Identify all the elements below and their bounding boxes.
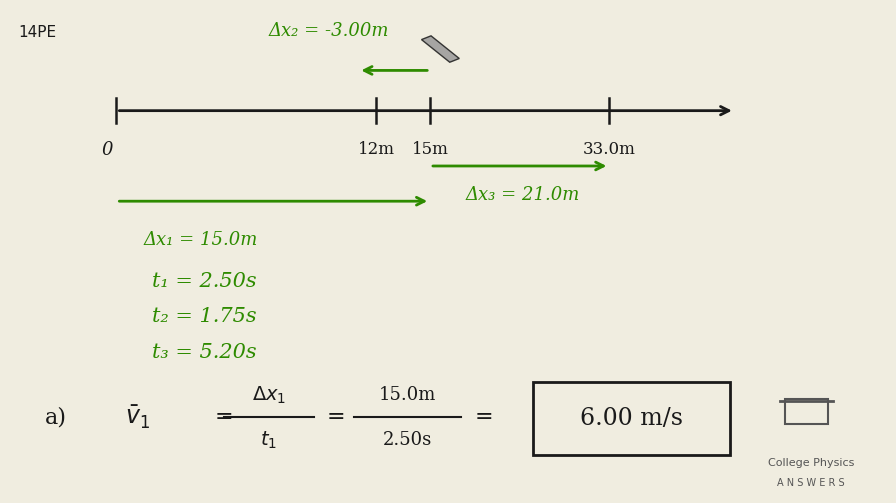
Text: t₃ = 5.20s: t₃ = 5.20s xyxy=(152,343,257,362)
Text: 15.0m: 15.0m xyxy=(379,386,436,404)
Text: 6.00 m/s: 6.00 m/s xyxy=(581,407,683,430)
Text: Δx₁ = 15.0m: Δx₁ = 15.0m xyxy=(143,231,258,249)
Text: 14PE: 14PE xyxy=(18,25,56,40)
Text: $\bar{v}_1$: $\bar{v}_1$ xyxy=(125,404,151,431)
Text: 15m: 15m xyxy=(411,141,449,158)
Text: =: = xyxy=(475,406,494,429)
Text: 2.50s: 2.50s xyxy=(383,431,432,449)
Text: College Physics: College Physics xyxy=(768,458,854,468)
Text: $t_1$: $t_1$ xyxy=(261,430,277,451)
Text: A N S W E R S: A N S W E R S xyxy=(777,478,845,488)
Text: 0: 0 xyxy=(102,141,113,159)
Text: =: = xyxy=(327,406,346,429)
Text: Δx₃ = 21.0m: Δx₃ = 21.0m xyxy=(466,186,581,204)
Text: 12m: 12m xyxy=(358,141,395,158)
Text: =: = xyxy=(215,406,234,429)
Text: t₂ = 1.75s: t₂ = 1.75s xyxy=(152,307,257,326)
Text: $\Delta x_1$: $\Delta x_1$ xyxy=(252,384,286,405)
FancyBboxPatch shape xyxy=(533,382,730,455)
Text: Δx₂ = -3.00m: Δx₂ = -3.00m xyxy=(269,22,389,40)
Text: 33.0m: 33.0m xyxy=(582,141,636,158)
Text: a): a) xyxy=(45,406,67,429)
Text: t₁ = 2.50s: t₁ = 2.50s xyxy=(152,272,257,291)
FancyBboxPatch shape xyxy=(785,399,828,424)
Polygon shape xyxy=(421,36,460,62)
